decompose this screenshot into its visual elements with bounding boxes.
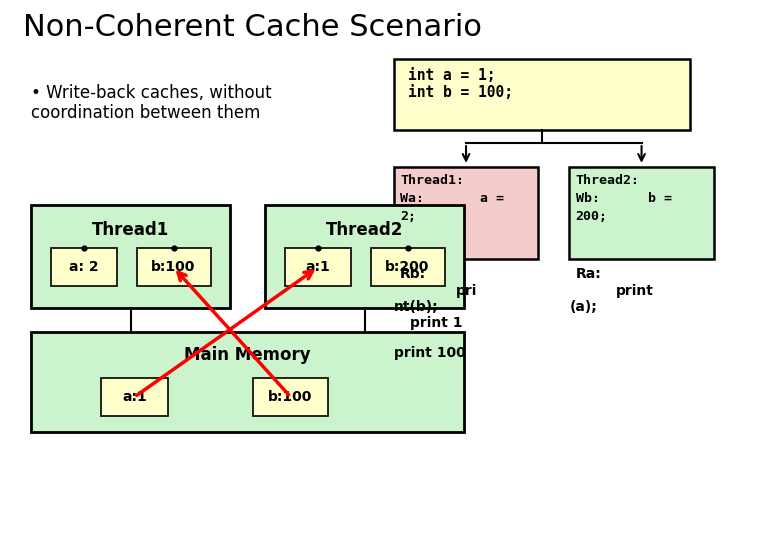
Text: a: 2: a: 2 xyxy=(69,260,98,274)
Text: Thread1: Thread1 xyxy=(92,221,169,239)
Text: Rb:: Rb: xyxy=(400,267,426,281)
FancyBboxPatch shape xyxy=(254,378,328,416)
FancyBboxPatch shape xyxy=(394,167,538,259)
Text: pri: pri xyxy=(456,284,477,298)
Text: • Write-back caches, without
coordination between them: • Write-back caches, without coordinatio… xyxy=(31,84,271,123)
Text: Thread2:
Wb:      b =
200;: Thread2: Wb: b = 200; xyxy=(576,174,672,223)
Text: (a);: (a); xyxy=(569,300,597,314)
Text: Main Memory: Main Memory xyxy=(184,346,311,363)
FancyBboxPatch shape xyxy=(285,248,351,286)
FancyBboxPatch shape xyxy=(394,59,690,130)
FancyBboxPatch shape xyxy=(51,248,117,286)
FancyBboxPatch shape xyxy=(101,378,168,416)
Text: Non-Coherent Cache Scenario: Non-Coherent Cache Scenario xyxy=(23,14,482,43)
Text: print 1: print 1 xyxy=(410,316,462,330)
Text: int a = 1;
int b = 100;: int a = 1; int b = 100; xyxy=(408,68,513,100)
FancyBboxPatch shape xyxy=(569,167,714,259)
Text: print: print xyxy=(616,284,654,298)
Text: print 100: print 100 xyxy=(394,346,466,360)
FancyBboxPatch shape xyxy=(31,332,464,432)
Text: Ra:: Ra: xyxy=(576,267,601,281)
Text: nt(b);: nt(b); xyxy=(394,300,438,314)
Text: b:100: b:100 xyxy=(268,390,313,404)
Text: a:1: a:1 xyxy=(122,390,147,404)
Text: b:100: b:100 xyxy=(151,260,196,274)
FancyBboxPatch shape xyxy=(31,205,230,308)
FancyBboxPatch shape xyxy=(370,248,445,286)
Text: Thread2: Thread2 xyxy=(326,221,403,239)
Text: a:1: a:1 xyxy=(306,260,330,274)
FancyBboxPatch shape xyxy=(265,205,464,308)
Text: b:200: b:200 xyxy=(385,260,430,274)
Text: Thread1:
Wa:       a =
2;: Thread1: Wa: a = 2; xyxy=(400,174,504,223)
FancyBboxPatch shape xyxy=(136,248,211,286)
